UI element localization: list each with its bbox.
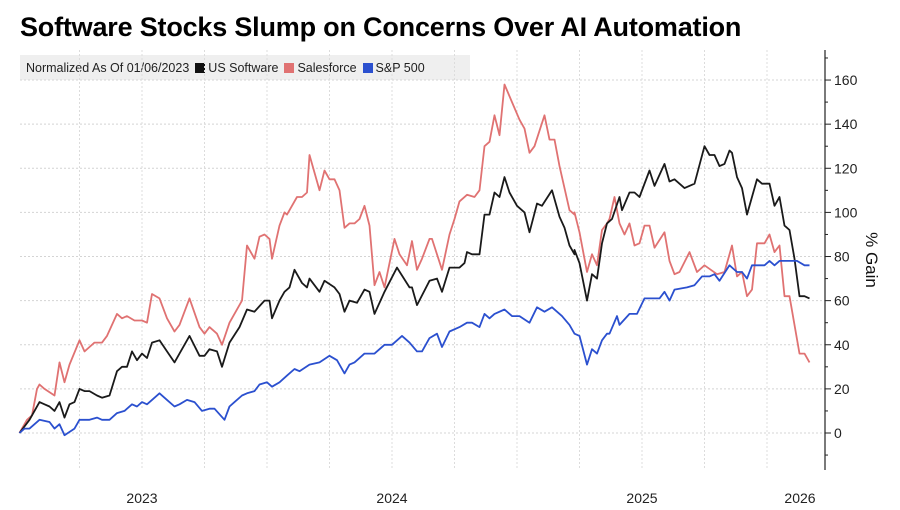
- x-tick-label: 2025: [626, 490, 657, 506]
- legend: Normalized As Of 01/06/2023 US Software …: [20, 55, 470, 80]
- series-line-us-software: [18, 145, 810, 434]
- legend-swatch-sp500: [362, 62, 373, 73]
- x-tick-label: 2026: [784, 490, 815, 506]
- y-tick-label: 140: [834, 116, 858, 132]
- y-tick-label: 100: [834, 204, 858, 220]
- series-lines: [18, 83, 811, 437]
- series-line-s-p-500: [18, 260, 810, 437]
- y-axis-label: % Gain: [862, 232, 881, 288]
- series-line-salesforce: [18, 83, 811, 434]
- y-tick-label: 0: [834, 425, 842, 441]
- chart-title: Software Stocks Slump on Concerns Over A…: [20, 12, 742, 42]
- y-tick-label: 120: [834, 160, 858, 176]
- y-tick-label: 40: [834, 337, 850, 353]
- y-axis: 0 20 40 60 80 100 120 140 160: [824, 50, 858, 470]
- y-tick-label: 160: [834, 72, 858, 88]
- legend-label: US Software: [208, 60, 279, 75]
- legend-item-salesforce: Salesforce: [284, 60, 357, 75]
- x-tick-label: 2023: [126, 490, 157, 506]
- legend-item-sp500: S&P 500: [362, 60, 425, 75]
- gridlines: [20, 50, 825, 470]
- x-axis: 2023 2024 2025 2026: [126, 490, 815, 506]
- legend-swatch-us-software: [195, 62, 206, 73]
- y-tick-label: 80: [834, 249, 850, 265]
- legend-swatch-salesforce: [284, 62, 295, 73]
- legend-item-us-software: US Software: [195, 61, 278, 75]
- x-tick-label: 2024: [376, 490, 407, 506]
- legend-label: S&P 500: [375, 60, 425, 75]
- y-tick-label: 20: [834, 381, 850, 397]
- legend-label: Salesforce: [297, 60, 357, 75]
- legend-subtitle: Normalized As Of 01/06/2023: [26, 60, 190, 75]
- y-tick-label: 60: [834, 293, 850, 309]
